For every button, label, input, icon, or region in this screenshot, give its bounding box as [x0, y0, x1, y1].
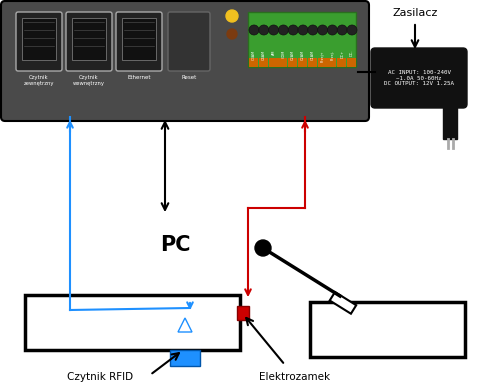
Text: Zasilacz: Zasilacz	[392, 8, 438, 18]
Text: Czytnik
wewnętrzny: Czytnik wewnętrzny	[73, 75, 105, 86]
Text: Reset: Reset	[181, 75, 197, 80]
Polygon shape	[330, 292, 356, 314]
Text: PC: PC	[160, 235, 190, 255]
Bar	[22, 18, 56, 60]
Bar	[237, 306, 249, 320]
Text: Przej-: Przej-	[330, 50, 335, 60]
Text: AC INPUT: 100-240V
~1.0A 50-60Hz
DC OUTPUT: 12V 1.25A: AC INPUT: 100-240V ~1.0A 50-60Hz DC OUTP…	[384, 70, 454, 86]
Circle shape	[269, 25, 278, 35]
Bar	[327, 58, 336, 67]
Circle shape	[347, 25, 357, 35]
Circle shape	[337, 25, 347, 35]
Bar	[170, 350, 200, 366]
Bar	[278, 58, 288, 67]
Text: DC+: DC+	[340, 50, 344, 58]
Text: Ethernet: Ethernet	[127, 75, 151, 80]
Bar	[337, 58, 346, 67]
Text: C4AM: C4AM	[262, 50, 266, 60]
Circle shape	[318, 25, 327, 35]
FancyBboxPatch shape	[168, 12, 210, 71]
Text: Czytnik
zewnętrzny: Czytnik zewnętrzny	[24, 75, 54, 86]
Circle shape	[259, 25, 269, 35]
Circle shape	[255, 240, 271, 256]
Text: C1AM: C1AM	[311, 50, 315, 60]
Bar	[269, 58, 277, 67]
FancyBboxPatch shape	[16, 12, 62, 71]
Text: COM: COM	[281, 50, 286, 58]
FancyBboxPatch shape	[66, 12, 112, 71]
Text: DC-: DC-	[350, 50, 354, 57]
Text: AM: AM	[272, 50, 276, 55]
Circle shape	[298, 25, 308, 35]
Circle shape	[249, 25, 259, 35]
Circle shape	[308, 25, 318, 35]
Bar	[248, 12, 356, 67]
Bar	[310, 302, 465, 357]
Bar	[347, 58, 356, 67]
Text: C2AM: C2AM	[291, 50, 295, 60]
Circle shape	[227, 29, 237, 39]
Bar	[249, 58, 258, 67]
Text: C3AM: C3AM	[252, 50, 256, 60]
Bar	[25, 295, 240, 350]
Circle shape	[288, 25, 298, 35]
FancyBboxPatch shape	[1, 1, 369, 121]
Bar	[288, 58, 297, 67]
FancyBboxPatch shape	[116, 12, 162, 71]
Text: C2AM: C2AM	[301, 50, 305, 60]
Bar	[318, 58, 326, 67]
Bar	[308, 58, 317, 67]
Text: Przej+: Przej+	[321, 50, 324, 62]
Circle shape	[278, 25, 288, 35]
Polygon shape	[178, 318, 192, 332]
Circle shape	[327, 25, 337, 35]
Bar	[122, 18, 156, 60]
Text: Elektrozamek: Elektrozamek	[259, 372, 331, 382]
FancyBboxPatch shape	[371, 48, 467, 108]
Text: Czytnik RFID: Czytnik RFID	[67, 372, 133, 382]
Circle shape	[226, 10, 238, 22]
Bar	[259, 58, 268, 67]
Bar	[298, 58, 307, 67]
Bar	[443, 104, 457, 139]
Bar	[72, 18, 106, 60]
